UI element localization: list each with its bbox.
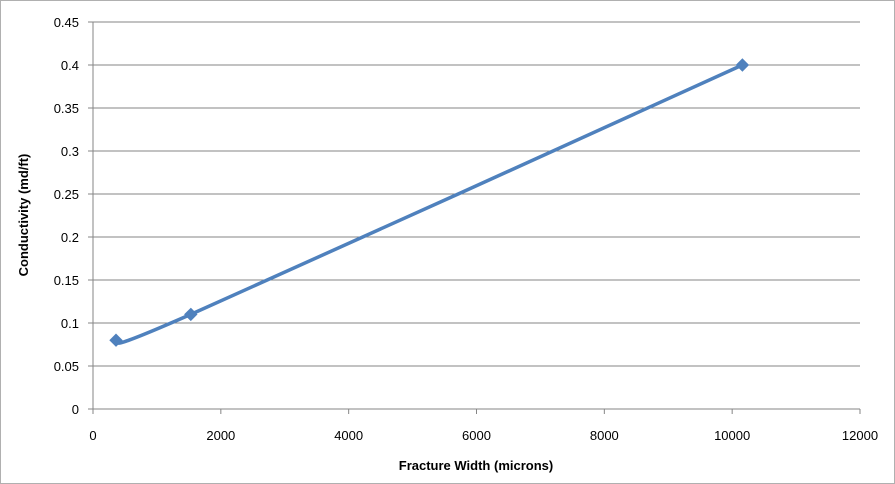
y-tick-label: 0.05 [54, 359, 79, 374]
y-tick-label: 0.2 [61, 230, 79, 245]
y-tick-labels: 0 0.05 0.1 0.15 0.2 0.25 0.3 0.35 0.4 0.45 [54, 15, 79, 417]
y-tick-label: 0.1 [61, 316, 79, 331]
y-tick-label: 0.25 [54, 187, 79, 202]
x-tick-label: 10000 [714, 428, 750, 443]
y-tick-label: 0.15 [54, 273, 79, 288]
x-tick-label: 2000 [206, 428, 235, 443]
x-tick-label: 12000 [842, 428, 878, 443]
y-tick-label: 0 [72, 402, 79, 417]
y-tick-label: 0.45 [54, 15, 79, 30]
data-point-marker [184, 307, 198, 322]
y-axis-title: Conductivity (md/ft) [16, 154, 31, 277]
y-tick-label: 0.35 [54, 101, 79, 116]
y-tick-label: 0.3 [61, 144, 79, 159]
x-tick-label: 6000 [462, 428, 491, 443]
x-axis-title: Fracture Width (microns) [399, 458, 553, 473]
gridlines [93, 21, 860, 367]
data-point-marker [109, 333, 123, 347]
series-line [114, 63, 745, 345]
y-tick-label: 0.4 [61, 58, 79, 73]
x-tick-labels: 0 2000 4000 6000 8000 10000 12000 [89, 428, 878, 443]
x-tick-label: 4000 [334, 428, 363, 443]
series [109, 58, 750, 347]
data-point-marker [735, 58, 750, 72]
x-tick-label: 0 [89, 428, 96, 443]
axes [88, 21, 861, 414]
x-tick-label: 8000 [590, 428, 619, 443]
